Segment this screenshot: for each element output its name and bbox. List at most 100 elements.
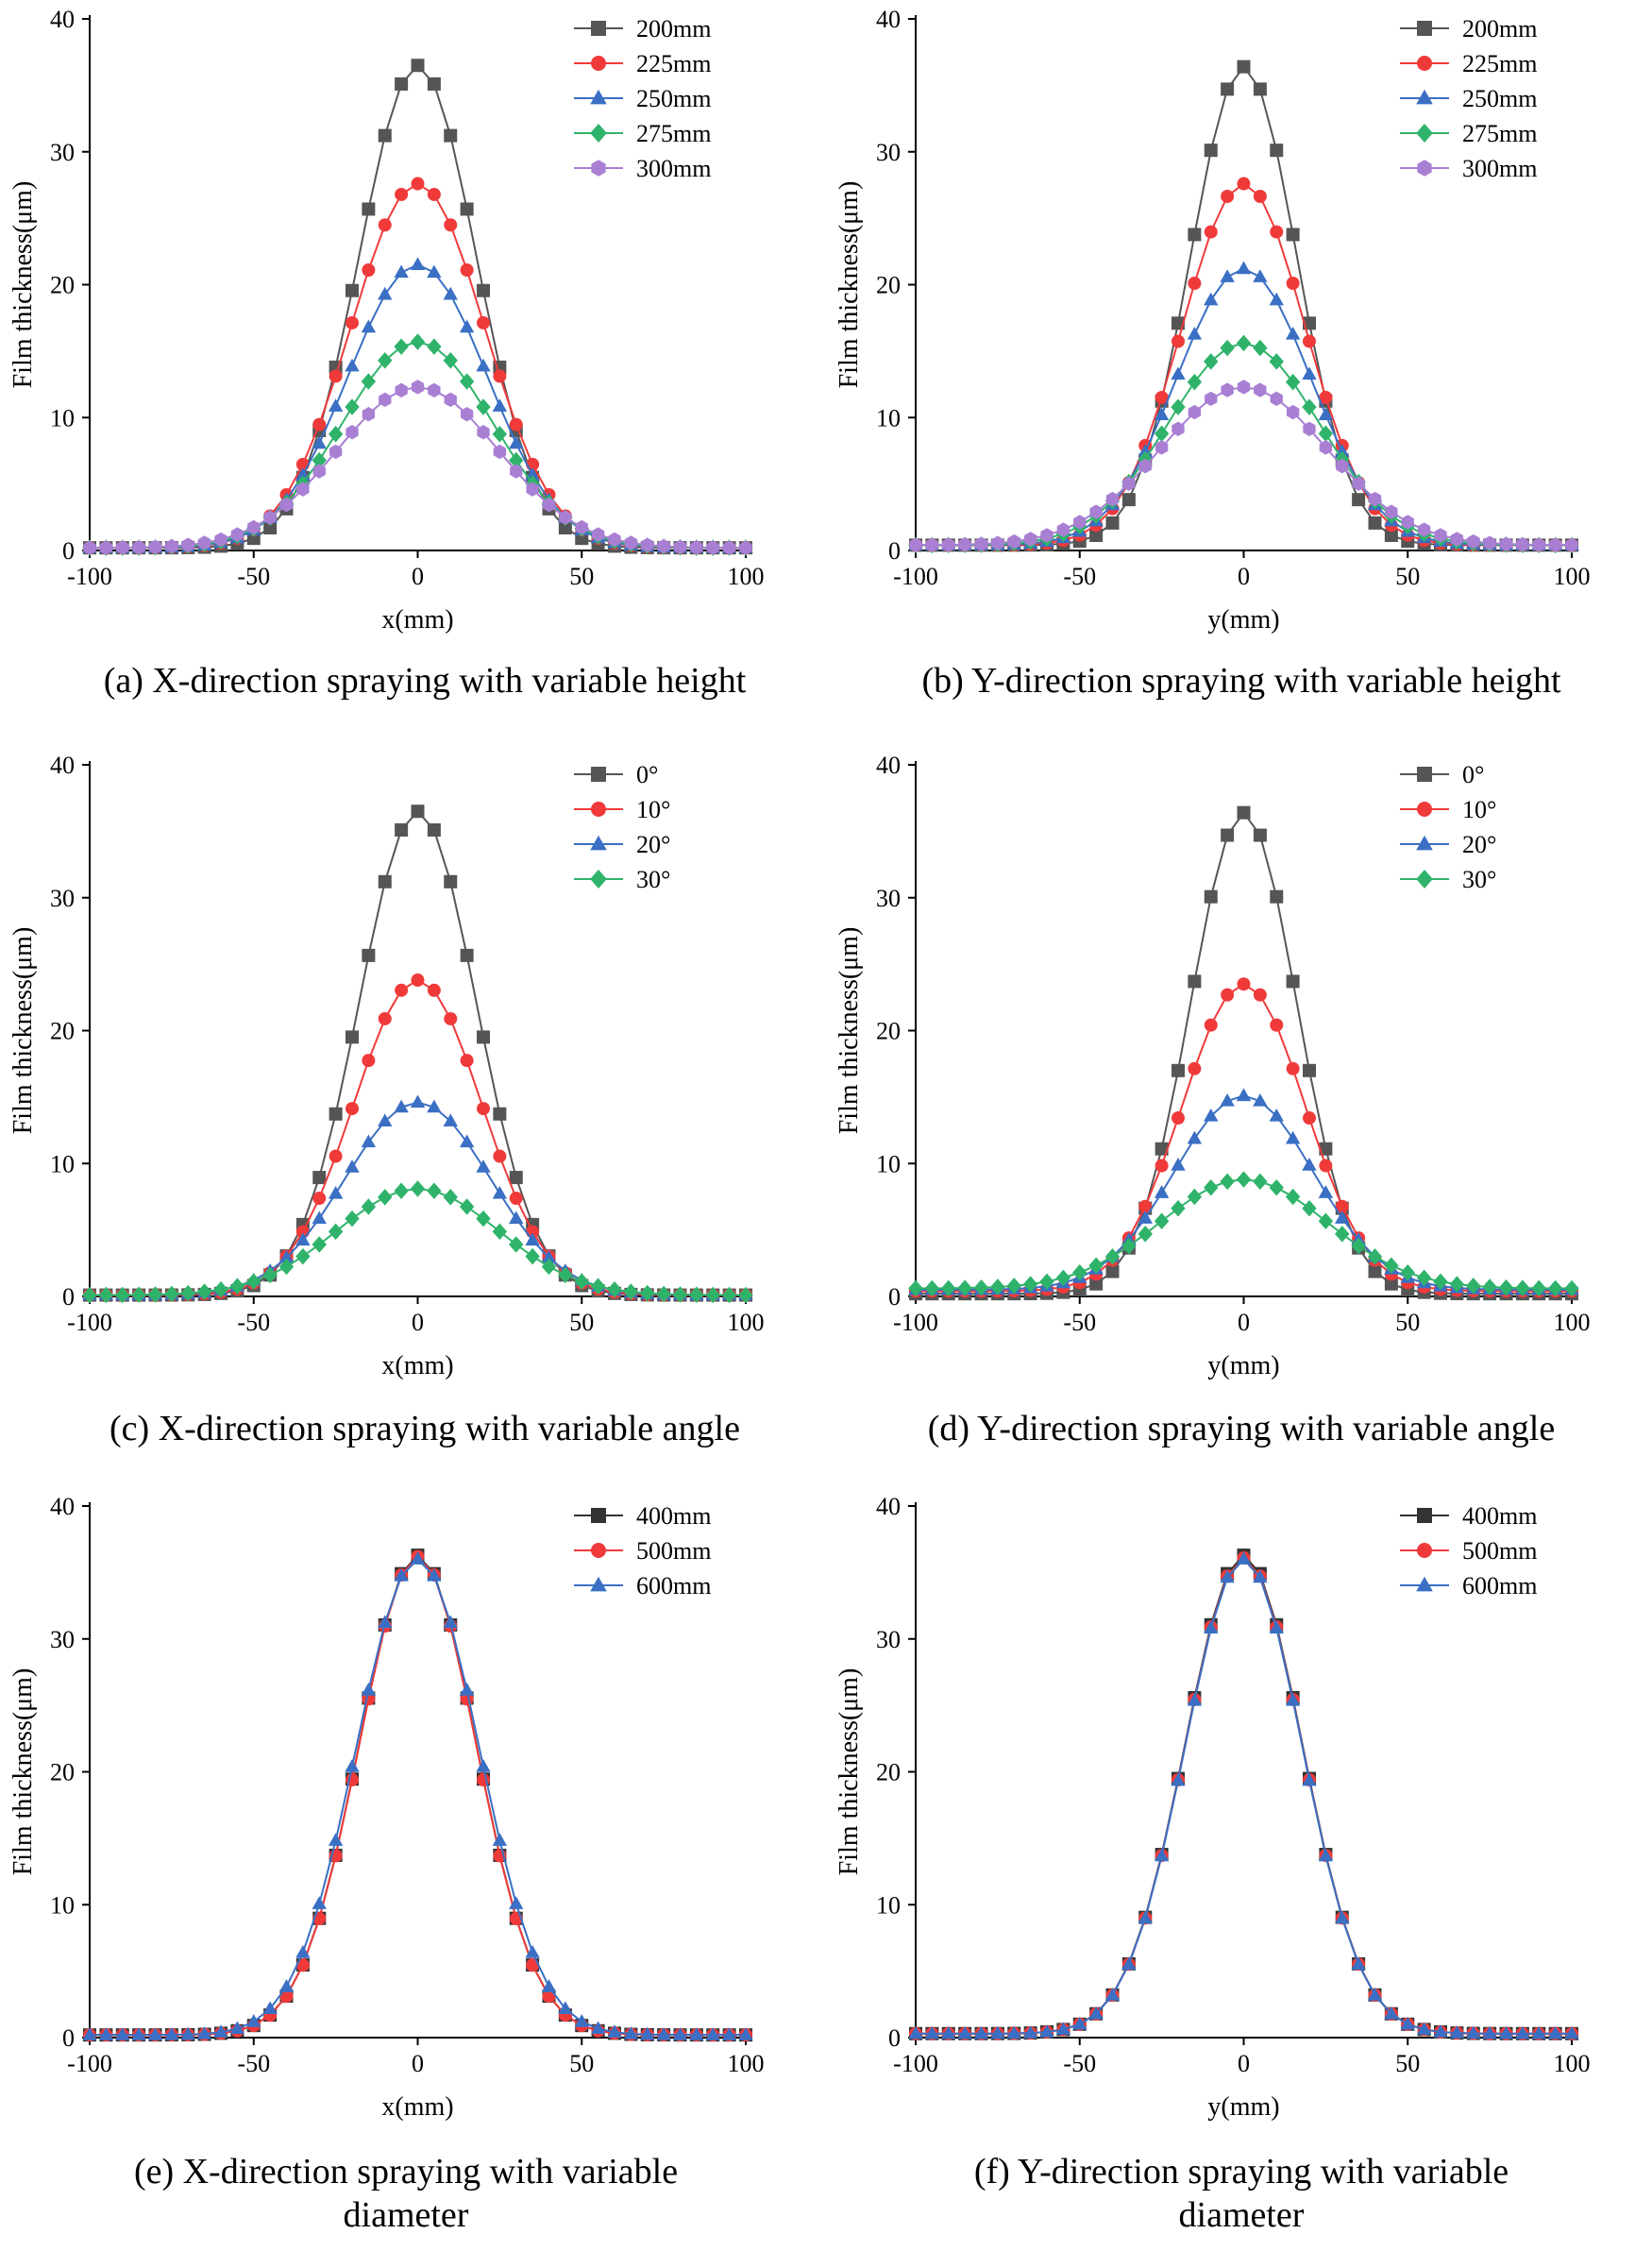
legend-label: 225mm	[636, 50, 711, 77]
x-tick-label: 50	[569, 1309, 594, 1336]
x-tick-label: -50	[237, 2050, 270, 2077]
data-point	[509, 1192, 523, 1206]
data-point	[378, 1615, 393, 1629]
data-point	[329, 1107, 343, 1121]
data-point	[346, 425, 359, 440]
legend-item: 200mm	[1400, 15, 1537, 42]
data-point	[196, 2025, 212, 2039]
data-point	[295, 1944, 311, 1958]
data-point	[427, 1567, 442, 1582]
data-point	[1187, 1692, 1203, 1706]
data-point	[443, 352, 458, 369]
series-line	[89, 263, 747, 550]
data-point	[1220, 1173, 1235, 1191]
x-tick-label: -100	[67, 563, 112, 590]
data-point	[1089, 1277, 1104, 1291]
data-point	[131, 1286, 146, 1304]
data-point	[509, 1171, 523, 1185]
data-point	[1006, 2025, 1021, 2039]
data-point	[739, 540, 752, 555]
legend-label: 10°	[636, 796, 670, 823]
panel-f: 0 10 20 30 40 -100 -50 0 50 100 y(mm) Film thicknes…	[826, 1487, 1652, 2251]
y-tick-label: 10	[50, 404, 75, 432]
series-4	[82, 1180, 753, 1304]
data-point	[411, 59, 425, 73]
data-point	[213, 1281, 228, 1298]
data-point	[1154, 407, 1170, 420]
legend-label: 0°	[1462, 761, 1484, 788]
x-axis-label: y(mm)	[1207, 2092, 1279, 2122]
data-point	[1221, 382, 1234, 398]
data-point	[672, 2027, 688, 2040]
data-point	[98, 1286, 114, 1304]
data-point	[1056, 522, 1070, 537]
data-point	[590, 1278, 606, 1295]
legend-marker	[590, 1576, 607, 1592]
chart-a: 0 10 20 30 40 -100 -50 0 50 100 x(mm) Film thicknes…	[8, 6, 765, 635]
legend-marker	[591, 21, 606, 36]
y-tick-label: 30	[876, 885, 901, 912]
chart-e: 0 10 20 30 40 -100 -50 0 50 100 x(mm) Film thicknes…	[8, 1493, 765, 2122]
x-tick-label: -100	[67, 2050, 112, 2077]
data-point	[1205, 391, 1218, 406]
data-point	[147, 2027, 163, 2040]
data-point	[541, 1258, 557, 1276]
series-line	[915, 1553, 1573, 2035]
data-point	[991, 535, 1004, 550]
y-tick-label: 20	[876, 1018, 901, 1045]
x-tick-label: -100	[893, 563, 938, 590]
data-point	[1269, 1108, 1284, 1122]
data-point	[1335, 1226, 1350, 1243]
data-point	[1483, 535, 1496, 550]
data-point	[1335, 1199, 1349, 1213]
data-point	[427, 338, 442, 355]
data-point	[328, 1833, 344, 1846]
data-point	[1433, 1273, 1448, 1291]
y-tick-label: 10	[50, 1150, 75, 1177]
data-point	[1236, 334, 1252, 352]
data-point	[459, 1134, 475, 1148]
legend-item: 20°	[1400, 831, 1496, 858]
legend-marker	[590, 124, 607, 143]
data-point	[411, 380, 425, 395]
series-2	[909, 1550, 1578, 2040]
data-point	[279, 1989, 294, 2004]
data-point	[690, 540, 703, 555]
data-point	[295, 1958, 310, 1972]
data-point	[705, 1286, 720, 1304]
panel-e: 0 10 20 30 40 -100 -50 0 50 100 x(mm) Film thicknes…	[0, 1487, 826, 2251]
data-point	[1172, 1063, 1185, 1077]
data-point	[1221, 82, 1235, 96]
x-tick-label: 50	[1395, 563, 1420, 590]
data-point	[1302, 1158, 1317, 1171]
data-point	[132, 540, 145, 555]
data-point	[427, 264, 442, 279]
x-tick-label: -50	[1063, 2050, 1096, 2077]
data-point	[1253, 988, 1267, 1002]
series-2	[909, 177, 1578, 552]
data-point	[574, 1273, 589, 1290]
data-point	[477, 425, 490, 440]
data-point	[657, 538, 670, 554]
legend-marker	[1416, 835, 1433, 851]
legend-label: 20°	[636, 831, 670, 858]
x-tick-label: 0	[1238, 1309, 1250, 1336]
data-point	[1548, 537, 1562, 552]
series-4	[908, 334, 1579, 554]
data-point	[526, 1958, 540, 1972]
data-point	[1450, 532, 1464, 547]
data-point	[411, 973, 425, 988]
series-1	[909, 1549, 1578, 2040]
data-point	[312, 1171, 327, 1185]
caption-f: (f) Y-direction spraying with variable d…	[973, 2152, 1509, 2235]
legend-item: 275mm	[1400, 120, 1537, 147]
data-point	[1155, 1159, 1169, 1173]
data-point	[1188, 404, 1202, 420]
series-5	[909, 380, 1578, 552]
data-point	[1055, 1269, 1071, 1287]
data-point	[1270, 144, 1284, 158]
data-point	[1286, 1061, 1300, 1075]
x-tick-label: -50	[237, 563, 270, 590]
data-point	[361, 319, 377, 333]
data-point	[1155, 1142, 1169, 1156]
